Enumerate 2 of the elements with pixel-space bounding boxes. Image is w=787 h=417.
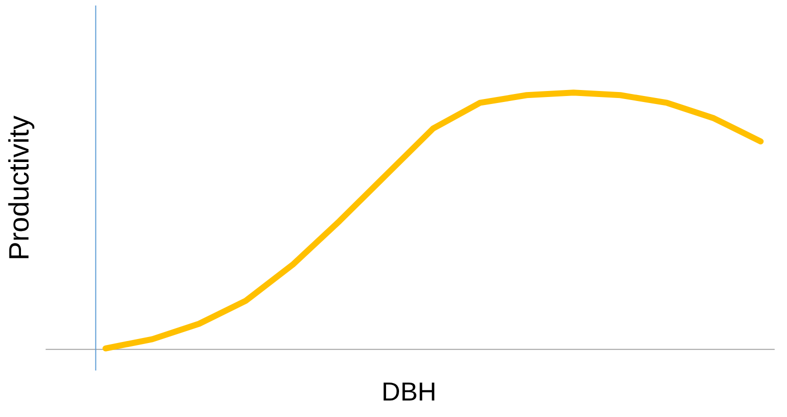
x-axis-title: DBH [382, 376, 436, 406]
y-axis-title: Productivity [4, 116, 34, 260]
